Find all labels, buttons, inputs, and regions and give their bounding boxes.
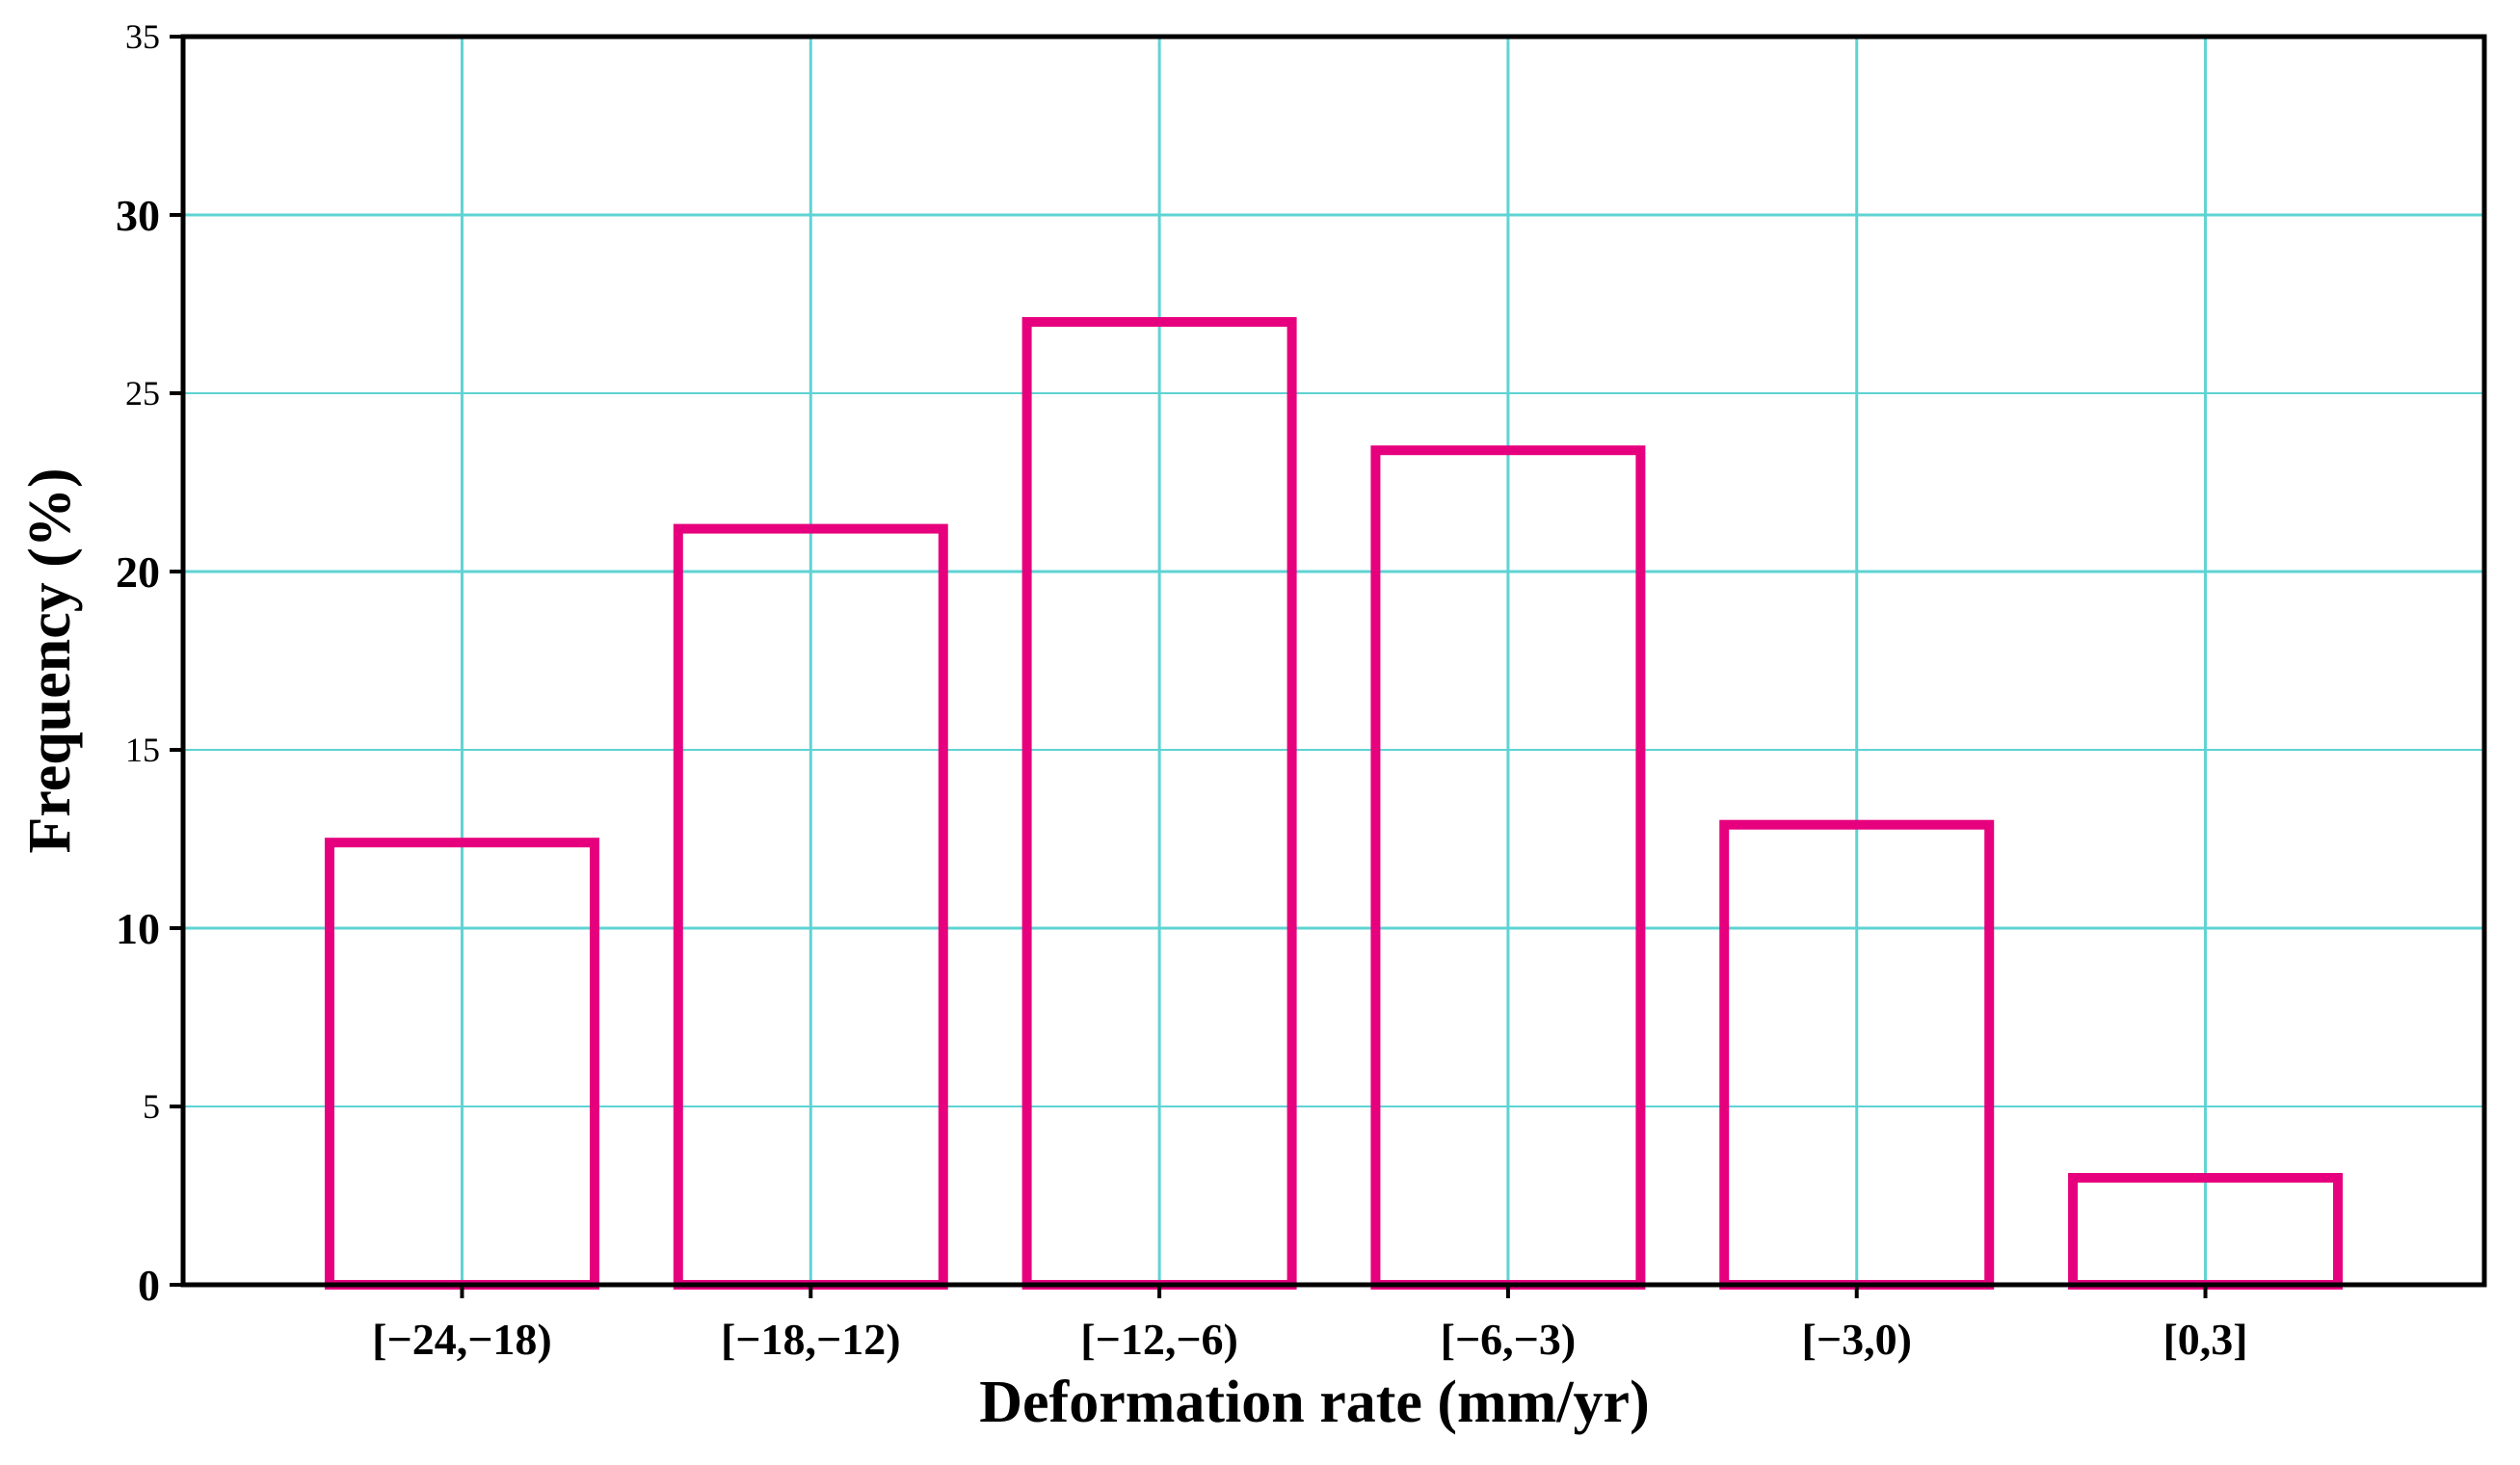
y-tick-label: 30 [116, 191, 160, 240]
x-tick-label: [−24,−18) [372, 1315, 552, 1364]
y-axis-title: Frequency (%) [17, 467, 83, 853]
y-tick-label: 25 [125, 374, 160, 413]
y-tick-label: 0 [138, 1261, 160, 1310]
bar-0 [324, 838, 599, 1290]
y-tick-label: 10 [116, 904, 160, 953]
y-tick-label: 15 [125, 731, 160, 769]
bars [324, 317, 2344, 1290]
x-tick-label: [−18,−12) [721, 1315, 901, 1364]
y-tick-label: 35 [125, 17, 160, 56]
x-tick-label: [−6,−3) [1441, 1315, 1577, 1364]
y-axis-ticks: 0 5 10 15 20 25 30 35 [116, 17, 183, 1310]
x-tick-label: [−3,0) [1802, 1315, 1912, 1364]
bar-3 [1370, 445, 1646, 1290]
x-axis-ticks: [−24,−18) [−18,−12) [−12,−6) [−6,−3) [−3,0) [… [372, 1285, 2248, 1364]
bar-2 [1021, 317, 1297, 1290]
y-tick-label: 20 [116, 547, 160, 597]
bar-4 [1719, 819, 1995, 1290]
y-tick-label: 5 [143, 1087, 160, 1126]
x-tick-label: [−12,−6) [1080, 1315, 1238, 1364]
bar-5 [2068, 1173, 2344, 1290]
x-tick-label: [0,3] [2162, 1315, 2247, 1364]
grid-lines [183, 37, 2484, 1285]
x-axis-title: Deformation rate (mm/yr) [979, 1370, 1649, 1435]
bar-1 [673, 523, 948, 1290]
plot-frame [180, 34, 2487, 1288]
